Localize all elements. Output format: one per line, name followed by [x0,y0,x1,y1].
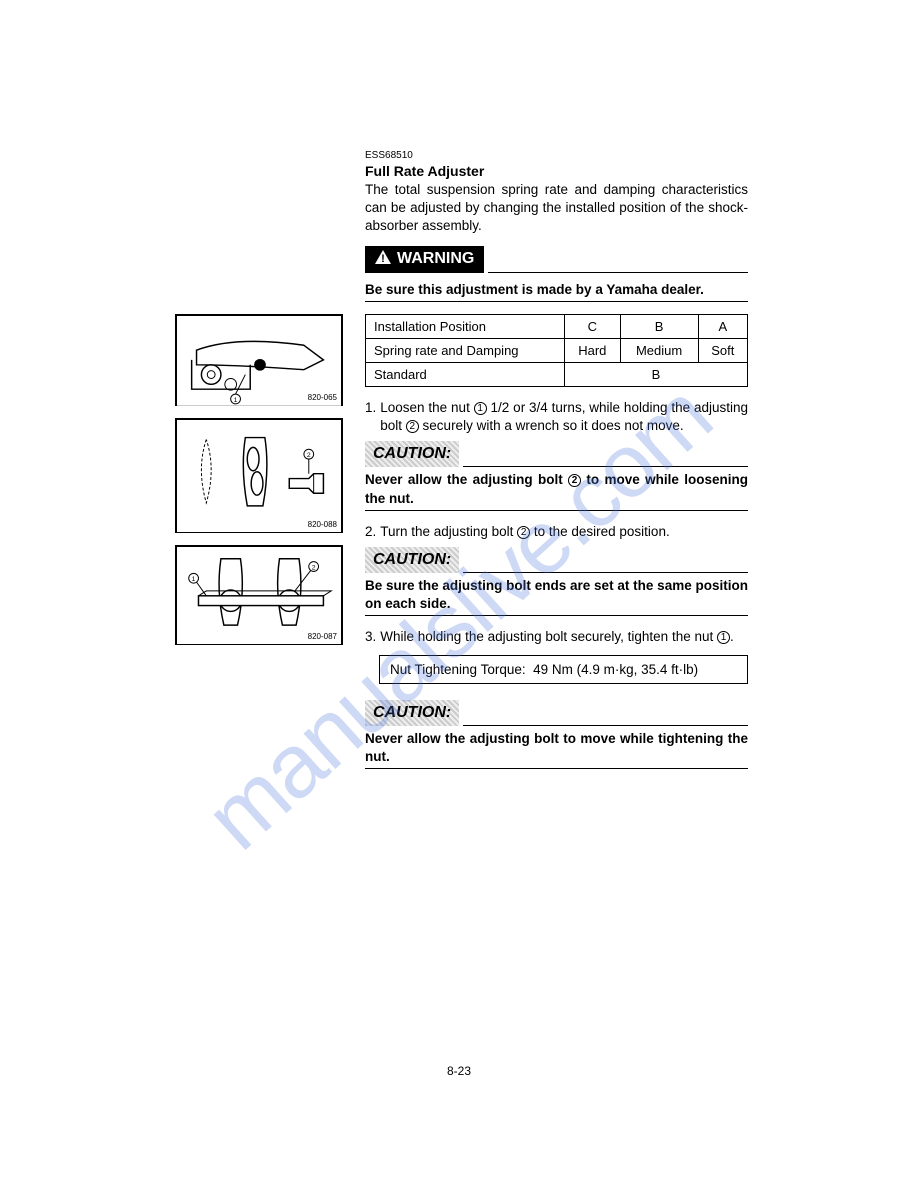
table-row: Spring rate and Damping Hard Medium Soft [366,338,748,362]
caution-2-text: Be sure the adjusting bolt ends are set … [365,577,748,613]
step-1: 1. Loosen the nut 1 1/2 or 3/4 turns, wh… [365,399,748,435]
svg-text:!: ! [381,253,385,264]
svg-text:1: 1 [234,397,238,404]
circled-2-icon: 2 [568,474,581,487]
figure-1: 1 820-065 [175,314,343,406]
circled-2-icon: 2 [406,420,419,433]
caution-label: CAUTION: [365,700,459,726]
caution-3-banner: CAUTION: [365,700,748,726]
doc-id: ESS68510 [365,150,748,161]
figure-2-label: 820-088 [308,520,337,529]
caution-3-text: Never allow the adjusting bolt to move w… [365,730,748,766]
figure-3-label: 820-087 [308,632,337,641]
table-cell: Installation Position [366,314,565,338]
svg-text:2: 2 [312,564,316,571]
circled-1-icon: 1 [474,402,487,415]
torque-box: Nut Tightening Torque: 49 Nm (4.9 m·kg, … [379,655,748,684]
table-row: Standard B [366,362,748,386]
intro-text: The total suspension spring rate and dam… [365,181,748,236]
svg-text:1: 1 [192,576,196,583]
table-row: Installation Position C B A [366,314,748,338]
figure-1-label: 820-065 [308,393,337,402]
circled-1-icon: 1 [717,631,730,644]
torque-label: Nut Tightening Torque: [390,662,526,677]
caution-1-banner: CAUTION: [365,441,748,467]
section-title: Full Rate Adjuster [365,163,748,179]
table-cell: Hard [564,338,620,362]
table-cell: B [564,362,747,386]
figure-2: 2 820-088 [175,418,343,533]
caution-label: CAUTION: [365,547,459,573]
step-2: 2. Turn the adjusting bolt 2 to the desi… [365,523,748,541]
table-cell: Medium [620,338,698,362]
figure-3: 1 2 820-087 [175,545,343,645]
position-table: Installation Position C B A Spring rate … [365,314,748,387]
circled-2-icon: 2 [517,526,530,539]
caution-2-banner: CAUTION: [365,547,748,573]
step-3: 3. While holding the adjusting bolt secu… [365,628,748,646]
table-cell: B [620,314,698,338]
table-cell: A [698,314,747,338]
table-cell: C [564,314,620,338]
table-cell: Spring rate and Damping [366,338,565,362]
torque-value: 49 Nm (4.9 m·kg, 35.4 ft·lb) [533,662,698,677]
warning-banner: ! WARNING [365,246,748,273]
svg-text:2: 2 [307,452,311,459]
warning-triangle-icon: ! [375,250,391,269]
caution-1-text: Never allow the adjusting bolt 2 to move… [365,471,748,507]
table-cell: Soft [698,338,747,362]
table-cell: Standard [366,362,565,386]
caution-label: CAUTION: [365,441,459,467]
warning-label: WARNING [397,250,474,268]
page-number: 8-23 [0,1064,918,1078]
warning-text: Be sure this adjustment is made by a Yam… [365,281,748,299]
